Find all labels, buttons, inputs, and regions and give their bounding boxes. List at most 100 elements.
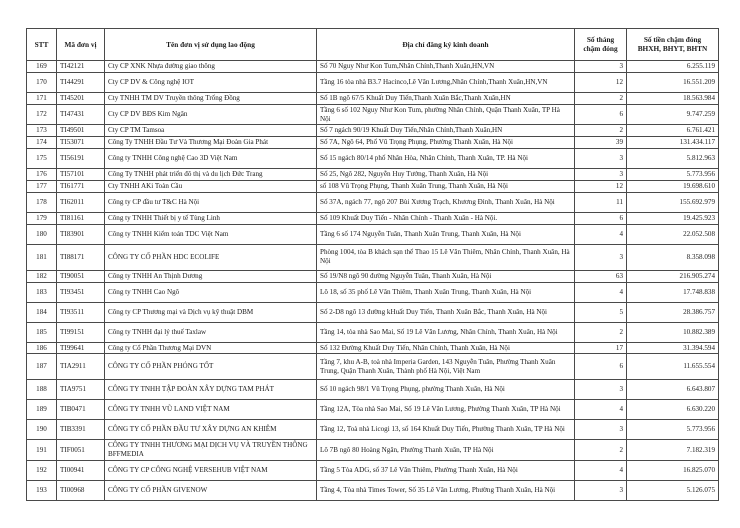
cell-stt: 172 [26,103,57,126]
cell-months: 39 [574,136,627,150]
cell-amount: 16.825.070 [626,460,719,482]
cell-amount: 5.812.963 [626,148,719,170]
cell-stt: 173 [26,124,57,138]
cell-amount: 6.630.220 [626,399,719,421]
cell-address: Tầng 12A, Tòa nhà Sao Mai, Số 19 Lê Văn … [316,399,575,421]
cell-address: Số 2-D8 ngõ 13 đường kHuất Duy Tiến, Tha… [316,301,575,323]
cell-stt: 190 [26,419,57,441]
cell-name: CÔNG TY TNHH THƯƠNG MẠI DỊCH VỤ VÀ TRUYỀ… [104,439,317,462]
cell-stt: 178 [26,191,57,213]
cell-code: TIA9751 [56,379,105,401]
cell-amount: 19.425.923 [626,211,719,225]
table-row: 175 TI56191 Công ty TNHH Công nghệ Cao 3D … [26,148,719,170]
cell-months: 17 [574,341,627,355]
cell-code: TI99151 [56,321,105,343]
cell-code: TI99641 [56,341,105,355]
cell-name: Công ty CP Thương mại và Dịch vụ kỹ thuậ… [104,301,317,323]
cell-code: TI44291 [56,71,105,93]
table-row: 172 TI47431 Cty CP DV BĐS Kim Ngân Tầng 6 s… [26,103,719,126]
cell-stt: 171 [26,91,57,105]
cell-address: Tầng 16 tòa nhà B3.7 Hacinco,Lê Văn Lươn… [316,71,575,93]
cell-name: Cty TNHH AKi Toàn Cầu [104,179,317,193]
cell-stt: 174 [26,136,57,150]
cell-address: Tầng 5 Tòa ADG, số 37 Lê Văn Thiêm, Phườ… [316,460,575,482]
cell-months: 3 [574,168,627,181]
cell-amount: 18.563.984 [626,91,719,105]
column-header-stt: STT [26,28,57,61]
cell-amount: 6.761.421 [626,124,719,138]
cell-code: TI49501 [56,124,105,138]
cell-amount: 9.747.259 [626,103,719,126]
cell-amount: 19.698.610 [626,179,719,193]
cell-months: 12 [574,71,627,93]
cell-address: Số 37A, ngách 77, ngõ 207 Bùi Xương Trạc… [316,191,575,213]
cell-code: TI83901 [56,223,105,245]
table-row: 185 TI99151 Công ty TNHH đại lý thuế Taxla… [26,321,719,343]
cell-code: TI93451 [56,281,105,303]
cell-amount: 6.643.807 [626,379,719,401]
cell-address: Số 25, Ngõ 282, Nguyễn Huy Tưởng, Thanh … [316,168,575,181]
cell-address: Phòng 1004, tòa B khách sạn thể Thao 15 … [316,243,575,271]
cell-months: 6 [574,353,627,381]
cell-stt: 181 [26,243,57,271]
cell-address: Tầng 14, tòa nhà Sao Mai, Số 19 Lê Văn L… [316,321,575,343]
cell-code: TIB0471 [56,399,105,421]
cell-amount: 31.394.594 [626,341,719,355]
table-row: 181 TI88171 CÔNG TY CỔ PHẦN HDC ECOLIFE Phò… [26,243,719,271]
cell-address: Lô 18, số 35 phố Lê Văn Thiêm, Thanh Xuâ… [316,281,575,303]
table-row: 178 TI62011 Công ty CP đầu tư T&C Hà Nội Số… [26,191,719,213]
cell-stt: 179 [26,211,57,225]
cell-address: Tầng 4, Tòa nhà Times Tower, Số 35 Lê Vă… [316,480,575,502]
cell-stt: 185 [26,321,57,343]
cell-amount: 28.386.757 [626,301,719,323]
cell-amount: 17.748.838 [626,281,719,303]
table-row: 191 TIF0051 CÔNG TY TNHH THƯƠNG MẠI DỊCH V… [26,439,719,462]
cell-name: Công ty TNHH đại lý thuế Taxlaw [104,321,317,343]
table-row: 176 TI57101 Công Ty TNHH phát triển đô thị… [26,168,719,181]
cell-code: TI93511 [56,301,105,323]
table-row: 186 TI99641 Công ty Cổ Phần Thương Mại DVN… [26,341,719,355]
cell-amount: 216.905.274 [626,269,719,283]
cell-stt: 192 [26,460,57,482]
cell-stt: 176 [26,168,57,181]
debt-report-table: STT Mã đơn vị Tên đơn vị sử dụng lao độn… [26,28,719,502]
cell-code: TI57101 [56,168,105,181]
cell-months: 11 [574,191,627,213]
cell-amount: 5.126.075 [626,480,719,502]
cell-name: Công ty Cổ Phần Thương Mại DVN [104,341,317,355]
cell-name: CÔNG TY CỔ PHẦN PHÓNG TỐT [104,353,317,381]
cell-name: Cty CP DV BĐS Kim Ngân [104,103,317,126]
cell-name: Công ty TNHH Công nghệ Cao 3D Việt Nam [104,148,317,170]
cell-address: Tầng 6 số 102 Nguy Như Kon Tum, phường N… [316,103,575,126]
cell-code: TIA2911 [56,353,105,381]
cell-months: 2 [574,439,627,462]
cell-amount: 7.182.319 [626,439,719,462]
cell-address: Số 19/N8 ngõ 90 đường Nguyễn Tuân, Thanh… [316,269,575,283]
cell-amount: 5.773.956 [626,168,719,181]
table-row: 173 TI49501 Cty CP TM Tamsoa Số 7 ngách 90/… [26,124,719,138]
table-row: 187 TIA2911 CÔNG TY CỔ PHẦN PHÓNG TỐT Tầng … [26,353,719,381]
table-row: 184 TI93511 Công ty CP Thương mại và Dịch … [26,301,719,323]
column-header-address: Địa chỉ đăng ký kinh doanh [316,28,575,61]
cell-months: 12 [574,179,627,193]
cell-code: TI90051 [56,269,105,283]
cell-address: Số 109 Khuất Duy Tiến - Nhân Chính - Tha… [316,211,575,225]
cell-name: Công ty TNHH Thiết bị y tế Tùng Linh [104,211,317,225]
cell-name: Công ty TNHH Cao Ngô [104,281,317,303]
column-header-amount-line1: Số tiền chậm đóng [643,35,702,44]
cell-months: 63 [574,269,627,283]
cell-name: Cty CP XNK Nhựa đường giao thông [104,59,317,73]
cell-name: Cty CP TM Tamsoa [104,124,317,138]
cell-months: 4 [574,399,627,421]
table-row: 190 TIB3391 CÔNG TY CỔ PHẦN ĐẦU TƯ XÂY DỰN… [26,419,719,441]
cell-amount: 131.434.117 [626,136,719,150]
cell-amount: 22.052.508 [626,223,719,245]
cell-name: CÔNG TY CỔ PHẦN GIVENOW [104,480,317,502]
table-row: 183 TI93451 Công ty TNHH Cao Ngô Lô 18, số … [26,281,719,303]
cell-months: 4 [574,460,627,482]
cell-stt: 191 [26,439,57,462]
cell-code: TIF0051 [56,439,105,462]
cell-stt: 193 [26,480,57,502]
cell-months: 3 [574,59,627,73]
